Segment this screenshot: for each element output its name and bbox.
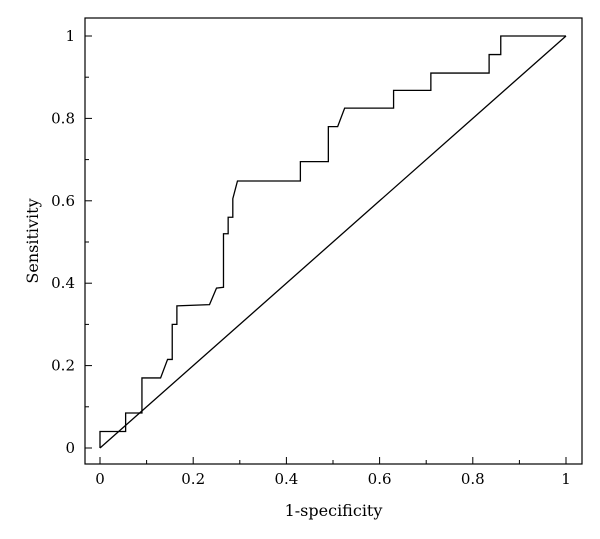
y-tick-label: 0.8: [51, 109, 75, 127]
y-tick-label: 0.2: [51, 357, 75, 375]
x-tick-label: 0.4: [274, 470, 298, 488]
x-tick-label: 0.2: [181, 470, 205, 488]
x-tick-label: 0.6: [368, 470, 392, 488]
y-tick-label: 0: [65, 439, 75, 457]
series-group: [99, 35, 567, 449]
y-tick-label: 0.6: [51, 192, 75, 210]
x-tick-label: 0: [95, 470, 105, 488]
x-axis-title: 1-specificity: [285, 501, 383, 520]
y-tick-label: 0.4: [51, 274, 75, 292]
roc-curve-line: [99, 35, 566, 448]
x-tick-label: 1: [561, 470, 571, 488]
x-tick-label: 0.8: [461, 470, 485, 488]
x-axis: 0 0.2 0.4 0.6 0.8 1: [95, 457, 571, 488]
y-axis: 0 0.2 0.4 0.6 0.8 1: [51, 27, 92, 457]
y-axis-title: Sensitivity: [23, 198, 42, 283]
reference-diagonal-line: [99, 35, 567, 449]
y-tick-label: 1: [65, 27, 75, 45]
